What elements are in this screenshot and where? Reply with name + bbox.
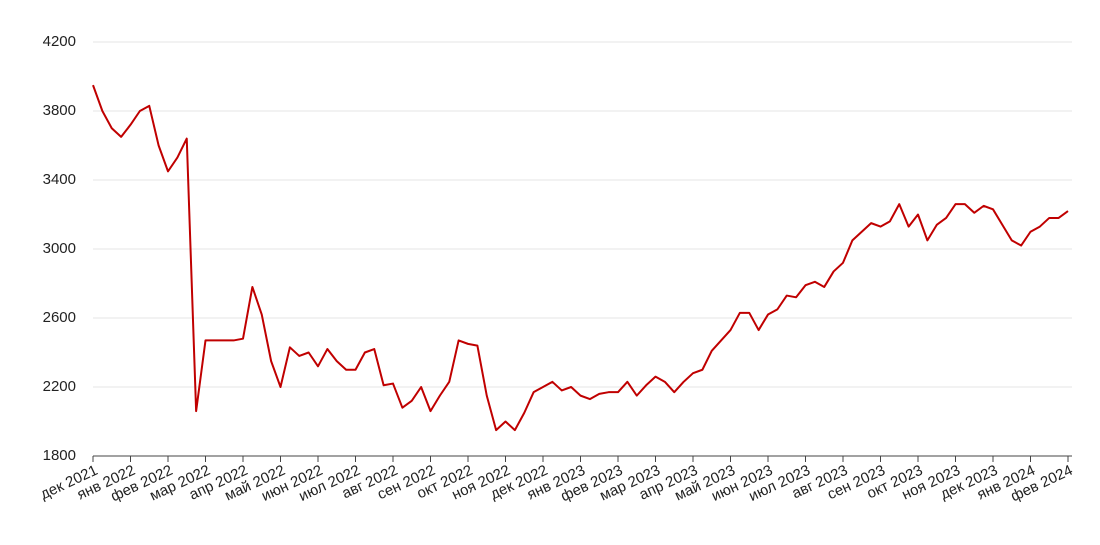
y-tick-label: 3400	[43, 171, 76, 188]
y-tick-label: 3800	[43, 102, 76, 119]
y-tick-label: 4200	[43, 33, 76, 50]
y-tick-label: 2200	[43, 378, 76, 395]
y-tick-label: 3000	[43, 240, 76, 257]
y-tick-label: 2600	[43, 309, 76, 326]
y-tick-label: 1800	[43, 447, 76, 464]
line	[92, 84, 1069, 432]
